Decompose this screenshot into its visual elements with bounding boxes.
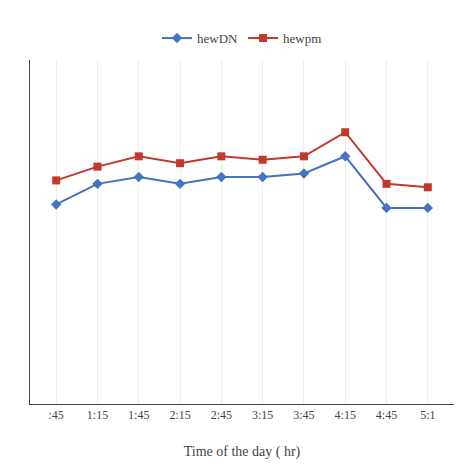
svg-text:hewpm: hewpm	[283, 31, 321, 46]
svg-text:3:45: 3:45	[293, 408, 314, 422]
svg-text::45: :45	[49, 408, 64, 422]
svg-text:4:15: 4:15	[335, 408, 356, 422]
svg-text:1:15: 1:15	[87, 408, 108, 422]
svg-text:2:45: 2:45	[211, 408, 232, 422]
svg-text:5:1: 5:1	[420, 408, 435, 422]
svg-text:2:15: 2:15	[169, 408, 190, 422]
svg-text:Time of the day ( hr): Time of the day ( hr)	[184, 444, 301, 460]
svg-text:3:15: 3:15	[252, 408, 273, 422]
svg-text:hewDN: hewDN	[197, 31, 238, 46]
svg-text:4:45: 4:45	[376, 408, 397, 422]
svg-text:1:45: 1:45	[128, 408, 149, 422]
